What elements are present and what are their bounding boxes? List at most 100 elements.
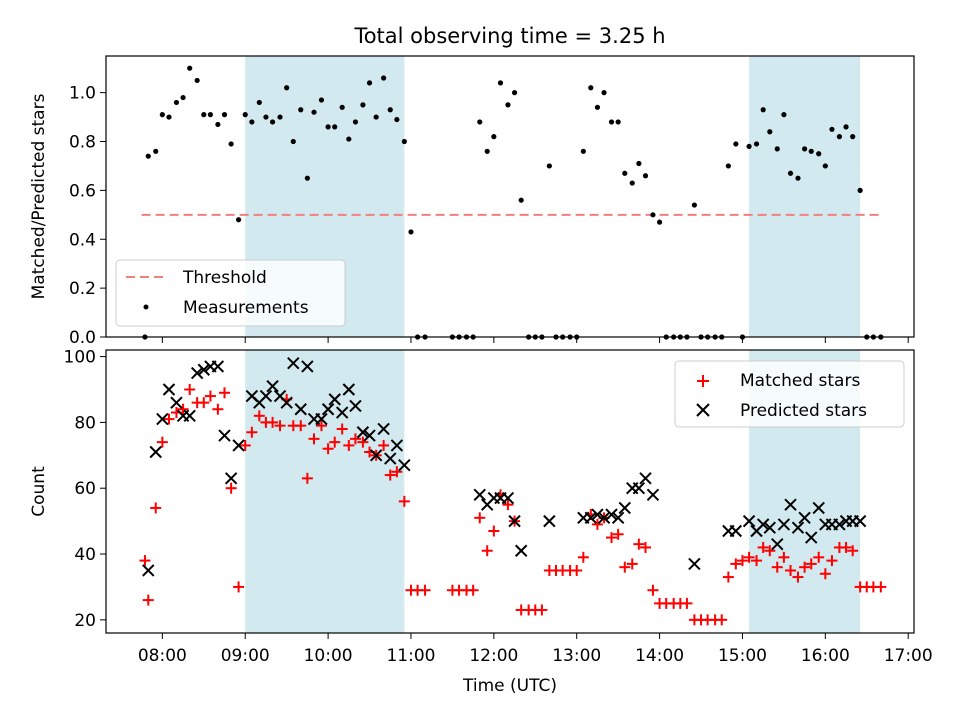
measurement-point: [187, 65, 193, 71]
predicted-star-point: [377, 422, 390, 436]
predicted-star-point: [162, 383, 176, 396]
bottom-data-points: [139, 356, 887, 626]
predicted-star-point: [597, 511, 611, 525]
predicted-star-point: [508, 514, 521, 528]
measurement-point: [580, 148, 586, 154]
predicted-star-point: [211, 360, 225, 373]
bottom-axis-ticks: 20 40 60 80 100 08:00 09:00 10:00 11:00 12:00 13:0…: [64, 348, 933, 666]
matched-star-point: [239, 439, 251, 451]
matched-star-point: [198, 397, 210, 409]
matched-star-point: [301, 472, 313, 484]
measurement-point: [774, 146, 780, 152]
measurement-point: [207, 112, 214, 118]
predicted-star-point: [328, 393, 341, 406]
matched-star-point: [253, 410, 265, 422]
matched-star-point: [751, 555, 763, 567]
predicted-star-point: [342, 383, 356, 396]
matched-star-point: [764, 545, 776, 557]
matched-star-point: [274, 420, 286, 432]
predicted-star-point: [356, 426, 370, 439]
predicted-star-point: [218, 429, 231, 442]
matched-star-point: [647, 584, 659, 596]
top-legend: Threshold Measurements: [115, 259, 346, 327]
predicted-star-point: [349, 399, 362, 413]
predicted-star-point: [618, 501, 631, 515]
predicted-star-point: [294, 403, 307, 416]
measurement-point: [491, 134, 497, 140]
measurement-point: [194, 77, 200, 84]
predicted-star-point: [729, 524, 743, 538]
measurement-point: [733, 141, 739, 147]
top-data-points: [142, 65, 884, 340]
matched-star-point: [267, 416, 279, 428]
predicted-star-point: [149, 445, 162, 459]
measurement-point: [352, 119, 359, 125]
matched-star-point: [619, 561, 631, 573]
matched-star-point: [233, 581, 245, 593]
predicted-star-point: [390, 439, 404, 452]
bottom-axes-frame: [105, 349, 915, 634]
matched-star-point: [577, 551, 589, 563]
matched-star-point: [571, 564, 583, 576]
measurement-point: [215, 121, 221, 128]
bottom-shaded-regions: [245, 350, 861, 633]
matched-star-point: [771, 561, 783, 573]
matched-star-point: [626, 558, 638, 570]
x-tick-label: 15:00: [718, 646, 767, 666]
measurement-point: [366, 80, 373, 86]
matched-star-point: [840, 541, 852, 553]
y-tick-label: 0.8: [69, 133, 96, 153]
matched-star-point: [847, 545, 859, 557]
legend-measurements-swatch: [143, 304, 149, 310]
matched-star-point: [467, 584, 479, 596]
matched-star-point: [150, 502, 162, 514]
matched-star-point: [139, 555, 151, 567]
matched-star-point: [612, 528, 624, 540]
measurement-point: [615, 119, 621, 125]
measurement-point: [767, 129, 773, 135]
predicted-star-point: [777, 518, 791, 531]
y-tick-label: 20: [74, 611, 96, 631]
predicted-star-point: [335, 406, 349, 419]
measurement-point: [505, 102, 511, 108]
predicted-star-point: [197, 363, 210, 376]
matched-star-point: [488, 525, 500, 537]
measurement-point: [298, 107, 304, 113]
predicted-star-point: [280, 396, 293, 409]
measurement-point: [387, 107, 393, 113]
y-tick-label: 40: [74, 545, 96, 565]
measurement-point: [360, 102, 366, 108]
predicted-star-point: [742, 514, 756, 528]
predicted-star-point: [315, 412, 328, 426]
y-tick-label: 80: [74, 413, 96, 433]
legend-measurements-label: Measurements: [183, 298, 309, 318]
x-tick-label: 16:00: [801, 646, 850, 666]
measurement-point: [173, 99, 180, 106]
bottom-legend: Matched stars Predicted stars: [674, 360, 905, 428]
measurement-point: [857, 187, 863, 193]
measurement-point: [822, 163, 828, 169]
x-tick-label: 11:00: [386, 646, 435, 666]
ratio-panel: 0.0 0.2 0.4 0.6 0.8 1.0 Matched/Predicted sta…: [29, 55, 915, 348]
shaded-region: [245, 350, 405, 633]
measurement-point: [484, 148, 490, 154]
predicted-star-point: [646, 488, 660, 501]
x-tick-label: 10:00: [304, 646, 353, 666]
measurement-point: [753, 141, 760, 147]
matched-star-point: [225, 482, 237, 494]
x-axis-label: Time (UTC): [462, 676, 557, 696]
matched-star-point: [398, 495, 410, 507]
measurement-point: [394, 116, 400, 123]
measurement-point: [318, 97, 325, 103]
x-tick-label: 17:00: [884, 646, 933, 666]
matched-star-point: [212, 403, 224, 415]
matched-star-point: [813, 551, 825, 563]
legend-threshold-label: Threshold: [182, 268, 267, 288]
matched-star-point: [805, 558, 817, 570]
predicted-star-point: [756, 518, 770, 531]
top-axes-frame: [105, 55, 915, 338]
matched-star-point: [591, 518, 603, 530]
y-tick-label: 0.2: [69, 279, 96, 299]
measurement-point: [263, 114, 269, 120]
